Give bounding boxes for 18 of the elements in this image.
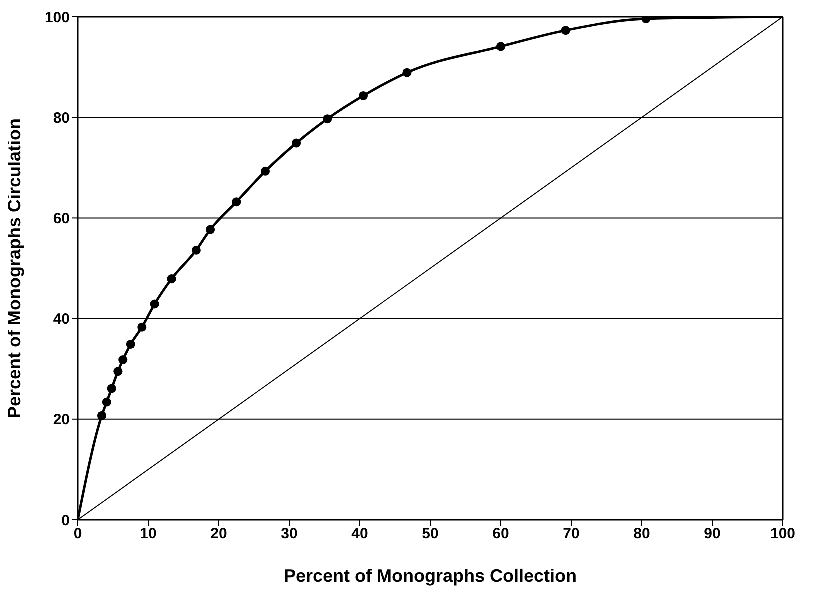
x-tick-label: 40 bbox=[352, 526, 368, 543]
x-tick-label: 80 bbox=[634, 526, 650, 543]
x-tick-label: 100 bbox=[770, 526, 796, 543]
x-tick-label: 60 bbox=[492, 526, 510, 543]
x-tick-label: 0 bbox=[74, 526, 82, 543]
y-tick-label: 60 bbox=[53, 210, 70, 228]
y-tick-label: 20 bbox=[53, 412, 70, 429]
y-tick-label: 100 bbox=[44, 9, 70, 26]
x-tick-label: 50 bbox=[422, 526, 439, 543]
x-tick-label: 30 bbox=[281, 526, 298, 543]
y-tick-label: 0 bbox=[62, 512, 70, 530]
x-tick-label: 90 bbox=[704, 526, 721, 543]
x-tick-label: 70 bbox=[563, 526, 580, 543]
x-tick-label: 10 bbox=[140, 526, 157, 543]
y-tick-label: 80 bbox=[53, 110, 70, 127]
x-axis-title: Percent of Monographs Collection bbox=[284, 566, 578, 586]
y-tick-label: 40 bbox=[53, 311, 70, 328]
x-tick-label: 20 bbox=[210, 526, 228, 543]
